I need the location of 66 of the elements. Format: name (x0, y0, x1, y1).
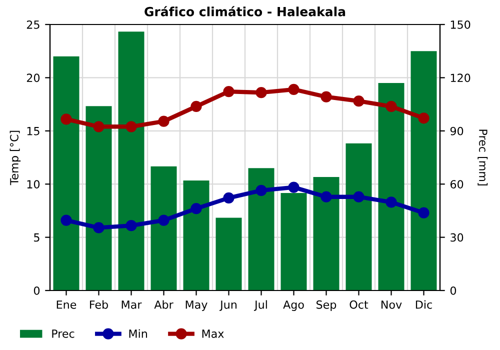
y2-axis-title: Prec [mm] (478, 130, 488, 186)
point (418, 112, 430, 124)
x-tick-label: Mar (122, 300, 142, 309)
point (386, 100, 397, 112)
x-tick-label: Oct (350, 300, 368, 309)
point (223, 86, 234, 98)
legend-label: Prec (52, 330, 74, 338)
bar (346, 143, 372, 290)
bar (378, 83, 404, 290)
point (190, 203, 202, 214)
point (60, 114, 72, 125)
point (158, 214, 170, 226)
point (126, 121, 137, 132)
point (93, 222, 104, 234)
y-tick-label: 10 (27, 180, 40, 188)
x-tick-label: Abr (154, 300, 174, 309)
x-tick-label: Ago (283, 300, 304, 311)
y-tick-label: 5 (34, 233, 40, 242)
point (126, 220, 137, 232)
y-tick-label: 25 (26, 20, 40, 29)
legend-label: Min (129, 329, 147, 338)
y2-tick-label: 60 (450, 180, 464, 188)
bar (248, 168, 274, 290)
y2-tick-label: 0 (450, 286, 456, 295)
point (288, 84, 300, 95)
x-tick-label: Feb (90, 300, 108, 309)
x-tick-label: May (186, 300, 208, 311)
point (320, 191, 332, 202)
y2-tick-label: 30 (450, 233, 464, 242)
point (353, 96, 364, 107)
point (288, 182, 300, 193)
bar (118, 32, 144, 290)
x-tick-label: Dic (416, 300, 432, 309)
bar (216, 218, 242, 290)
point (353, 191, 364, 202)
x-tick-label: Jul (254, 300, 267, 311)
bar (313, 177, 340, 290)
point (158, 116, 170, 127)
y2-tick-label: 120 (450, 74, 470, 82)
point (320, 91, 332, 102)
point (60, 214, 72, 226)
point (93, 121, 104, 132)
legend-label: Max (202, 330, 224, 338)
point (386, 196, 397, 208)
bar (183, 180, 210, 290)
point (190, 100, 202, 112)
x-tick-label: Sep (316, 300, 336, 311)
bar (150, 166, 177, 290)
chart-title: Gráfico climático - Haleakala (144, 6, 346, 16)
y-tick-label: 15 (27, 127, 40, 136)
bar (280, 192, 307, 290)
bar (410, 51, 437, 290)
x-tick-label: Ene (56, 300, 76, 309)
y-tick-label: 0 (34, 286, 40, 295)
y2-tick-label: 150 (450, 20, 470, 29)
y-axis-title: Temp [°C] (10, 130, 21, 186)
point (418, 207, 430, 218)
bar (86, 106, 112, 290)
point (223, 192, 234, 204)
x-tick-label: Nov (381, 300, 402, 309)
point (256, 87, 267, 98)
x-tick-label: Jun (219, 300, 236, 311)
y2-tick-label: 90 (450, 126, 464, 136)
point (256, 184, 267, 196)
bar (53, 56, 80, 290)
y-tick-label: 20 (26, 74, 40, 82)
